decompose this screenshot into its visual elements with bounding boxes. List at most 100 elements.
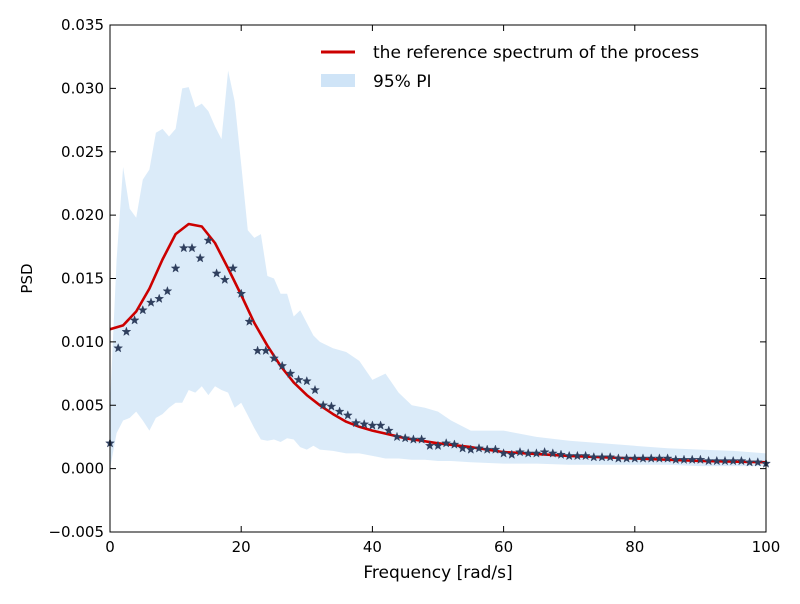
prediction-interval-layer xyxy=(110,70,766,469)
data-point-star xyxy=(211,268,222,278)
data-point-star xyxy=(146,297,156,307)
data-point-star xyxy=(638,453,648,463)
data-point-star xyxy=(588,452,599,462)
data-point-star xyxy=(219,274,230,284)
data-point-star xyxy=(260,345,271,355)
data-point-star xyxy=(695,454,706,464)
y-tick-label: 0.035 xyxy=(61,16,104,34)
y-tick-label: 0.020 xyxy=(61,206,104,224)
data-point-star xyxy=(367,420,378,430)
data-point-star xyxy=(310,384,320,395)
data-point-star xyxy=(752,457,763,467)
y-axis-title: PSD xyxy=(18,263,36,293)
data-point-star xyxy=(203,235,214,245)
data-point-star xyxy=(703,455,714,466)
x-tick-label: 100 xyxy=(752,538,781,556)
data-point-star xyxy=(228,263,238,273)
data-point-star xyxy=(736,455,747,466)
y-tick-label: 0.025 xyxy=(61,143,104,161)
axis-tick-labels: 0 20 40 60 80 100 −0.005 0.000 0.005 0.010 0.015 0.… xyxy=(48,16,780,556)
axis-ticks xyxy=(109,24,767,533)
data-point-star xyxy=(547,448,558,458)
data-point-star xyxy=(711,455,722,466)
data-point-star xyxy=(269,353,279,363)
data-point-star xyxy=(351,417,361,428)
x-tick-label: 60 xyxy=(494,538,513,556)
data-point-star xyxy=(613,453,624,463)
data-point-star xyxy=(236,288,247,298)
data-point-star xyxy=(301,375,312,386)
x-tick-label: 80 xyxy=(625,538,644,556)
data-point-star xyxy=(293,374,304,385)
data-point-star xyxy=(490,444,501,454)
data-point-star xyxy=(482,444,493,454)
data-point-star xyxy=(383,425,394,435)
data-point-star xyxy=(629,453,640,463)
x-tick-label: 40 xyxy=(363,538,382,556)
data-point-star xyxy=(187,242,197,253)
data-point-star xyxy=(195,253,206,263)
data-point-star xyxy=(539,446,550,457)
data-point-star xyxy=(170,263,181,273)
data-point-star xyxy=(679,454,689,464)
data-point-star xyxy=(137,305,148,315)
data-point-star xyxy=(342,410,353,420)
data-point-star xyxy=(646,453,657,463)
prediction-interval-band xyxy=(110,70,766,469)
data-point-star xyxy=(244,316,255,326)
sample-points-layer xyxy=(105,235,771,468)
data-point-star xyxy=(728,455,739,466)
x-axis-title: Frequency [rad/s] xyxy=(363,563,512,583)
y-tick-label: 0.005 xyxy=(61,396,104,414)
data-point-star xyxy=(621,453,632,463)
data-point-star xyxy=(744,457,755,467)
data-point-star xyxy=(359,419,370,429)
data-point-star xyxy=(531,448,542,458)
data-point-star xyxy=(506,449,517,459)
data-point-star xyxy=(572,450,583,461)
data-point-star xyxy=(162,285,173,296)
data-point-star xyxy=(416,434,427,444)
data-point-star xyxy=(662,453,673,463)
data-point-star xyxy=(564,450,575,461)
legend-swatch-prediction-interval xyxy=(321,74,355,87)
data-point-star xyxy=(605,452,616,462)
y-tick-label: 0.015 xyxy=(61,270,104,288)
data-point-star xyxy=(597,452,607,462)
data-point-star xyxy=(580,450,591,461)
data-point-star xyxy=(392,431,402,442)
data-point-star xyxy=(433,440,443,451)
data-point-star xyxy=(334,406,345,416)
legend-label-prediction-interval: 95% PI xyxy=(373,72,431,92)
data-point-star xyxy=(121,326,132,336)
data-point-star xyxy=(318,400,329,410)
reference-spectrum-layer xyxy=(109,222,767,464)
data-point-star xyxy=(523,448,534,458)
data-point-star xyxy=(129,315,140,325)
data-point-star xyxy=(424,440,435,451)
data-point-star xyxy=(277,360,288,371)
x-tick-label: 20 xyxy=(232,538,251,556)
data-point-star xyxy=(474,443,484,453)
y-tick-label: −0.005 xyxy=(48,523,104,541)
data-point-star xyxy=(654,453,665,463)
data-point-star xyxy=(154,293,165,303)
data-point-star xyxy=(498,448,509,458)
reference-spectrum-line xyxy=(109,222,767,464)
data-point-star xyxy=(457,443,468,453)
y-tick-label: 0.000 xyxy=(61,460,104,478)
data-point-star xyxy=(556,449,566,459)
data-point-star xyxy=(326,401,337,411)
y-tick-label: 0.010 xyxy=(61,333,104,351)
data-point-star xyxy=(252,345,263,355)
legend-label-reference-spectrum: the reference spectrum of the process xyxy=(373,43,699,63)
data-point-star xyxy=(375,420,386,430)
data-point-star xyxy=(441,438,452,448)
data-point-star xyxy=(178,242,189,253)
legend: the reference spectrum of the process 95… xyxy=(321,43,699,92)
data-point-star xyxy=(285,368,296,378)
data-point-star xyxy=(670,454,681,464)
data-point-star xyxy=(720,455,730,466)
